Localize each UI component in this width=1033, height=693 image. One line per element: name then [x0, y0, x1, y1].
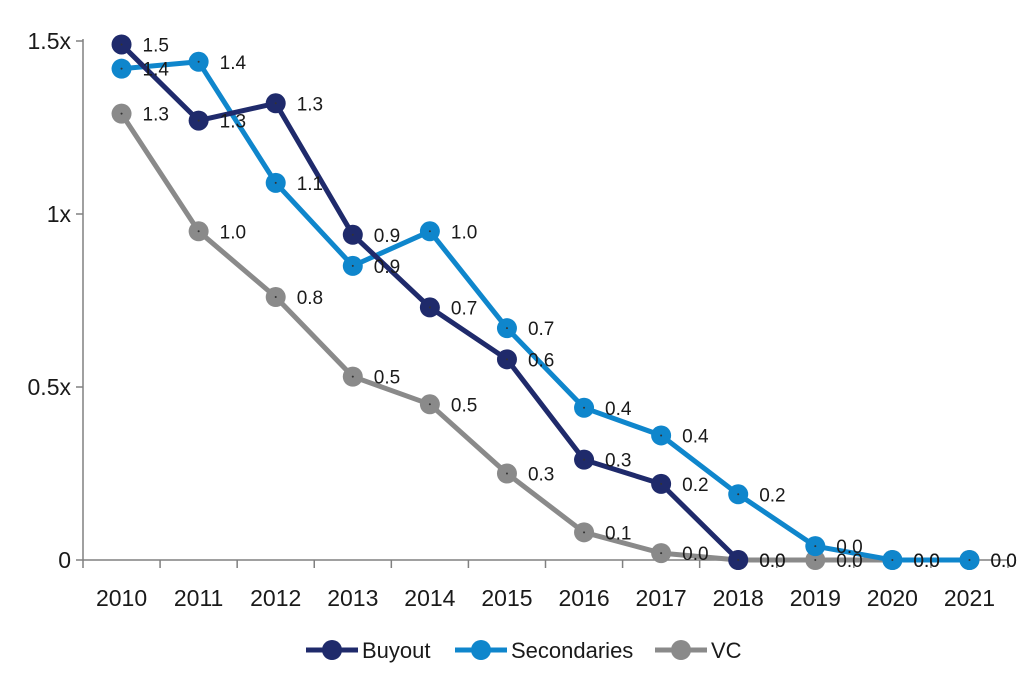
data-label: 0.0 — [682, 544, 708, 565]
data-label: 0.0 — [759, 551, 785, 572]
legend-label: Buyout — [362, 638, 431, 663]
data-point-center — [428, 230, 431, 233]
x-tick-label: 2017 — [636, 585, 687, 611]
data-label: 0.0 — [990, 551, 1016, 572]
data-point-center — [274, 296, 277, 299]
data-label: 0.7 — [451, 298, 477, 319]
data-label: 0.8 — [297, 288, 323, 309]
axes: 0 0.5x 1x 1.5x 2010 2011 2012 2013 2014 2015 2016 2… — [28, 28, 1009, 611]
y-tick-label: 0.5x — [28, 374, 72, 400]
data-label: 0.9 — [374, 226, 400, 247]
data-point-center — [968, 559, 971, 561]
data-point-center — [583, 406, 586, 409]
data-point-center — [120, 112, 123, 115]
legend-swatch-marker — [471, 640, 491, 660]
x-tick-label: 2015 — [481, 585, 532, 611]
data-point-center — [505, 358, 508, 361]
x-tick-label: 2013 — [327, 585, 378, 611]
data-point-center — [120, 43, 123, 46]
legend: Buyout Secondaries VC — [306, 638, 742, 663]
data-point-center — [197, 230, 200, 233]
series-line — [121, 59, 970, 563]
data-point-center — [660, 552, 663, 555]
y-tick-label: 1.5x — [28, 28, 72, 54]
data-point-center — [197, 119, 200, 122]
data-label: 1.3 — [220, 112, 246, 133]
data-point-center — [274, 181, 277, 184]
series-secondaries — [111, 51, 980, 570]
x-tick-label: 2014 — [404, 585, 455, 611]
data-label: 0.0 — [759, 551, 785, 572]
data-point-center — [120, 67, 123, 70]
data-label: 0.2 — [682, 475, 708, 496]
data-label: 1.1 — [297, 174, 323, 195]
data-label: 0.0 — [913, 551, 939, 572]
x-tick-label: 2016 — [558, 585, 609, 611]
data-label: 0.5 — [451, 395, 477, 416]
series-line — [119, 112, 970, 563]
data-label: 0.0 — [913, 551, 939, 572]
data-point-center — [814, 545, 817, 548]
data-label: 0.6 — [528, 350, 554, 371]
data-label: 1.3 — [143, 105, 169, 126]
data-label: 0.3 — [528, 465, 554, 486]
data-label: 0.9 — [374, 257, 400, 278]
data-label: 0.0 — [836, 551, 862, 572]
data-point-center — [505, 472, 508, 475]
data-point-center — [660, 434, 663, 437]
data-point-center — [814, 559, 817, 561]
data-label: 1.5 — [143, 35, 169, 56]
y-tick-label: 1x — [47, 201, 72, 227]
data-point-center — [197, 60, 200, 63]
series-buyout — [111, 34, 749, 570]
series-layer — [111, 34, 980, 570]
data-label: 0.3 — [605, 451, 631, 472]
data-point-center — [351, 375, 354, 378]
x-tick-label: 2019 — [790, 585, 841, 611]
data-label: 0.2 — [759, 485, 785, 506]
data-label: 1.4 — [143, 60, 170, 81]
data-label: 0.0 — [990, 551, 1016, 572]
x-tick-label: 2021 — [944, 585, 995, 611]
data-label: 1.3 — [297, 94, 323, 115]
legend-swatch-marker — [322, 640, 342, 660]
legend-item-secondaries: Secondaries — [455, 638, 633, 663]
data-point-center — [274, 102, 277, 105]
legend-swatch-marker — [671, 640, 691, 660]
data-point-center — [891, 559, 894, 561]
data-point-center — [505, 327, 508, 330]
data-label: 0.4 — [605, 399, 632, 420]
data-point-center — [428, 403, 431, 406]
data-label: 1.0 — [220, 222, 246, 243]
legend-item-buyout: Buyout — [306, 638, 431, 663]
x-tick-label: 2020 — [867, 585, 918, 611]
data-point-center — [351, 233, 354, 236]
legend-label: VC — [711, 638, 742, 663]
x-tick-label: 2011 — [174, 585, 223, 611]
y-tick-label: 0 — [58, 547, 71, 573]
data-point-center — [660, 482, 663, 485]
data-label: 0.1 — [605, 523, 631, 544]
legend-label: Secondaries — [511, 638, 633, 663]
legend-item-vc: VC — [655, 638, 742, 663]
x-tick-label: 2012 — [250, 585, 301, 611]
data-point-center — [583, 531, 586, 534]
data-label: 0.5 — [374, 368, 400, 389]
data-label: 0.4 — [682, 426, 709, 447]
data-label: 1.4 — [220, 53, 247, 74]
data-point-center — [737, 493, 740, 496]
data-label: 1.0 — [451, 222, 477, 243]
data-labels: 1.5 1.3 1.3 0.9 0.7 0.6 0.3 0.2 0.0 1.4 1.4 1.1 0.9 1… — [143, 35, 1017, 572]
data-label: 0.7 — [528, 319, 554, 340]
data-label: 0.0 — [836, 537, 862, 558]
data-point-center — [583, 458, 586, 461]
data-point-center — [428, 306, 431, 309]
x-tick-label: 2010 — [96, 585, 147, 611]
data-point-center — [351, 264, 354, 267]
data-point-center — [737, 559, 740, 561]
x-tick-label: 2018 — [713, 585, 764, 611]
